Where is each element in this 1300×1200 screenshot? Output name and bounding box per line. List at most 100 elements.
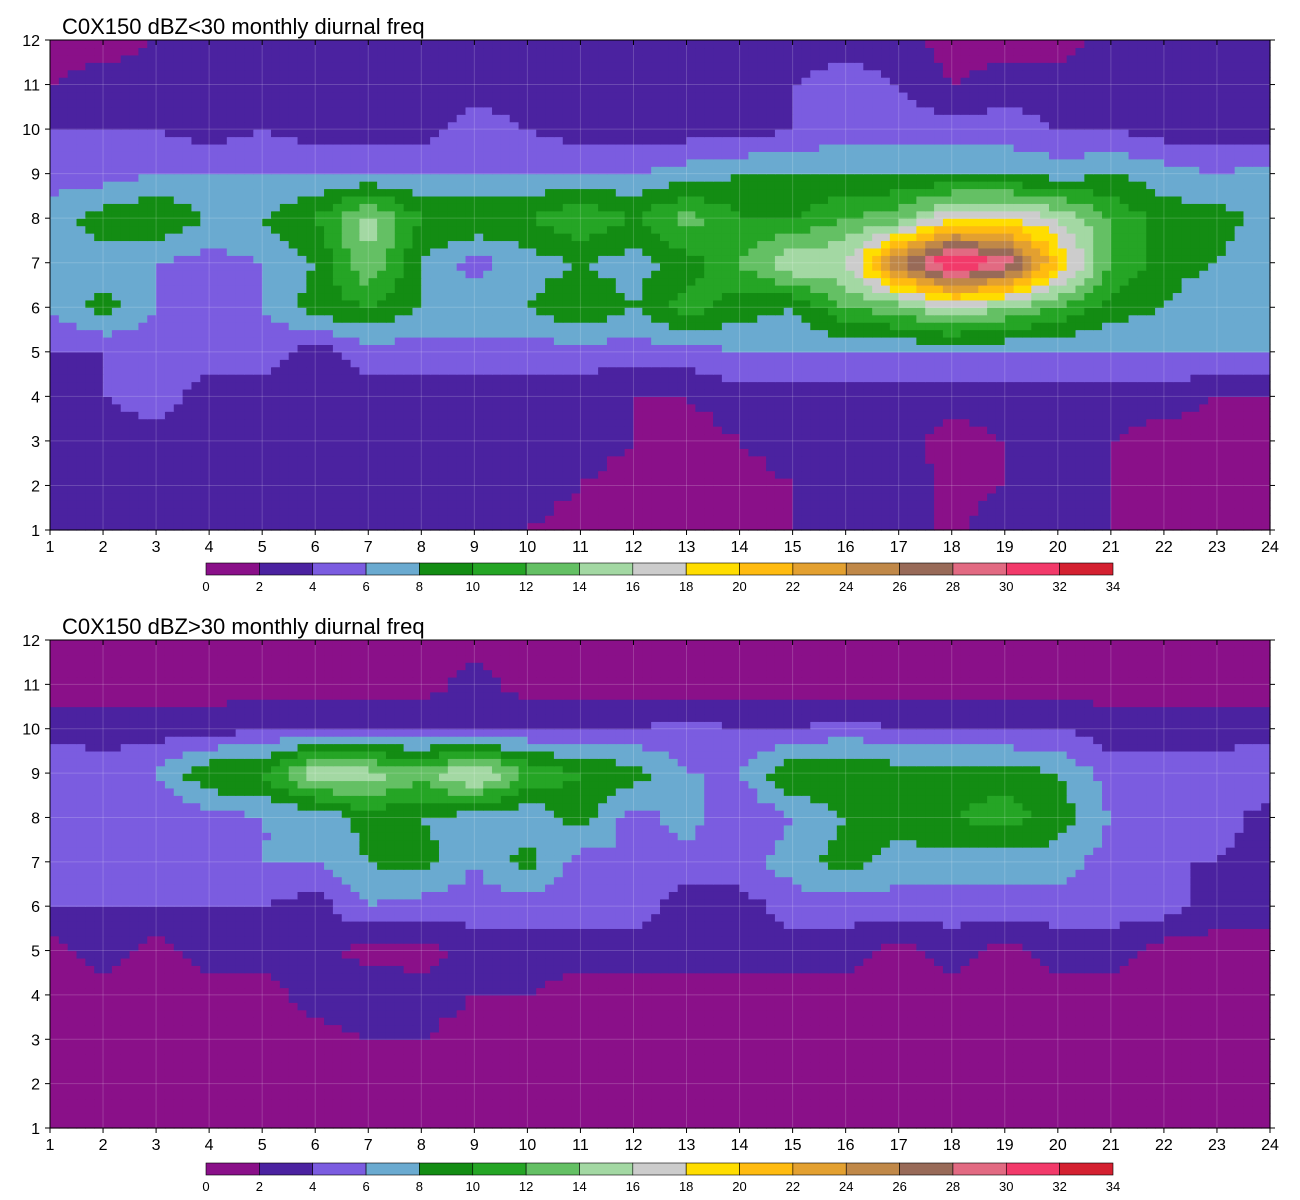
contour-cell [315,478,325,487]
contour-cell [898,433,909,442]
contour-cell [1093,359,1103,368]
contour-cell [1181,344,1192,353]
contour-cell [456,314,467,323]
contour-cell [147,433,157,442]
contour-cell [297,351,307,360]
contour-cell [881,440,891,449]
contour-cell [633,478,643,487]
contour-cell [713,381,723,390]
contour-cell [1137,388,1147,397]
contour-cell [164,478,175,487]
contour-cell [810,285,820,294]
contour-cell [1146,351,1156,360]
contour-cell [836,374,847,383]
contour-cell [713,388,723,397]
contour-cell [854,433,864,442]
contour-cell [721,470,732,479]
contour-cell [580,448,590,457]
contour-cell [306,374,316,383]
contour-cell [492,485,502,494]
contour-cell [430,307,440,316]
contour-cell [368,322,378,331]
contour-cell [430,314,440,323]
contour-cell [730,426,741,435]
contour-cell [1048,396,1059,405]
contour-cell [827,277,838,286]
contour-cell [1128,292,1138,301]
contour-cell [677,492,688,501]
contour-cell [1013,478,1024,487]
contour-cell [1119,344,1130,353]
contour-cell [571,359,582,368]
contour-cell [85,388,95,397]
contour-cell [1146,492,1156,501]
contour-cell [1084,403,1094,412]
contour-cell [827,336,838,345]
contour-cell [783,322,794,331]
contour-cell [739,344,750,353]
contour-cell [827,359,838,368]
contour-cell [1075,522,1085,531]
contour-cell [1040,455,1050,464]
contour-cell [271,507,281,516]
contour-cell [801,440,811,449]
contour-cell [1128,329,1138,338]
contour-cell [934,366,944,375]
contour-cell [217,470,228,479]
contour-cell [456,262,467,271]
contour-cell [730,463,741,472]
contour-cell [67,336,78,345]
contour-cell [624,455,635,464]
contour-cell [156,270,166,279]
contour-cell [217,433,228,442]
contour-cell [438,322,449,331]
contour-cell [430,322,440,331]
contour-cell [412,285,422,294]
contour-cell [85,440,95,449]
contour-cell [1190,411,1200,420]
contour-cell [1146,322,1156,331]
contour-cell [651,292,661,301]
contour-cell [1031,418,1041,427]
contour-cell [297,344,307,353]
contour-cell [774,492,785,501]
contour-cell [209,485,219,494]
contour-cell [67,270,78,279]
contour-cell [606,307,617,316]
contour-cell [279,292,290,301]
contour-cell [368,478,378,487]
contour-cell [863,463,873,472]
contour-cell [1031,485,1041,494]
contour-cell [103,292,113,301]
contour-cell [836,336,847,345]
contour-cell [553,507,564,516]
contour-cell [889,515,900,524]
contour-cell [412,440,422,449]
contour-cell [288,396,299,405]
contour-cell [244,507,254,516]
contour-cell [306,411,316,420]
contour-cell [368,351,378,360]
contour-cell [1048,307,1059,316]
contour-cell [438,426,449,435]
contour-cell [1110,411,1121,420]
contour-cell [1208,492,1218,501]
contour-cell [173,336,184,345]
contour-cell [518,374,528,383]
contour-cell [120,492,131,501]
contour-cell [288,307,299,316]
contour-cell [863,366,873,375]
contour-cell [642,388,652,397]
contour-cell [562,374,573,383]
contour-cell [306,351,316,360]
contour-cell [845,455,856,464]
contour-cell [730,507,741,516]
contour-cell [271,374,281,383]
contour-cell [509,270,520,279]
contour-cell [774,299,785,308]
contour-cell [447,314,458,323]
contour-cell [1216,344,1227,353]
contour-cell [430,418,440,427]
contour-cell [987,515,997,524]
contour-cell [1013,374,1024,383]
